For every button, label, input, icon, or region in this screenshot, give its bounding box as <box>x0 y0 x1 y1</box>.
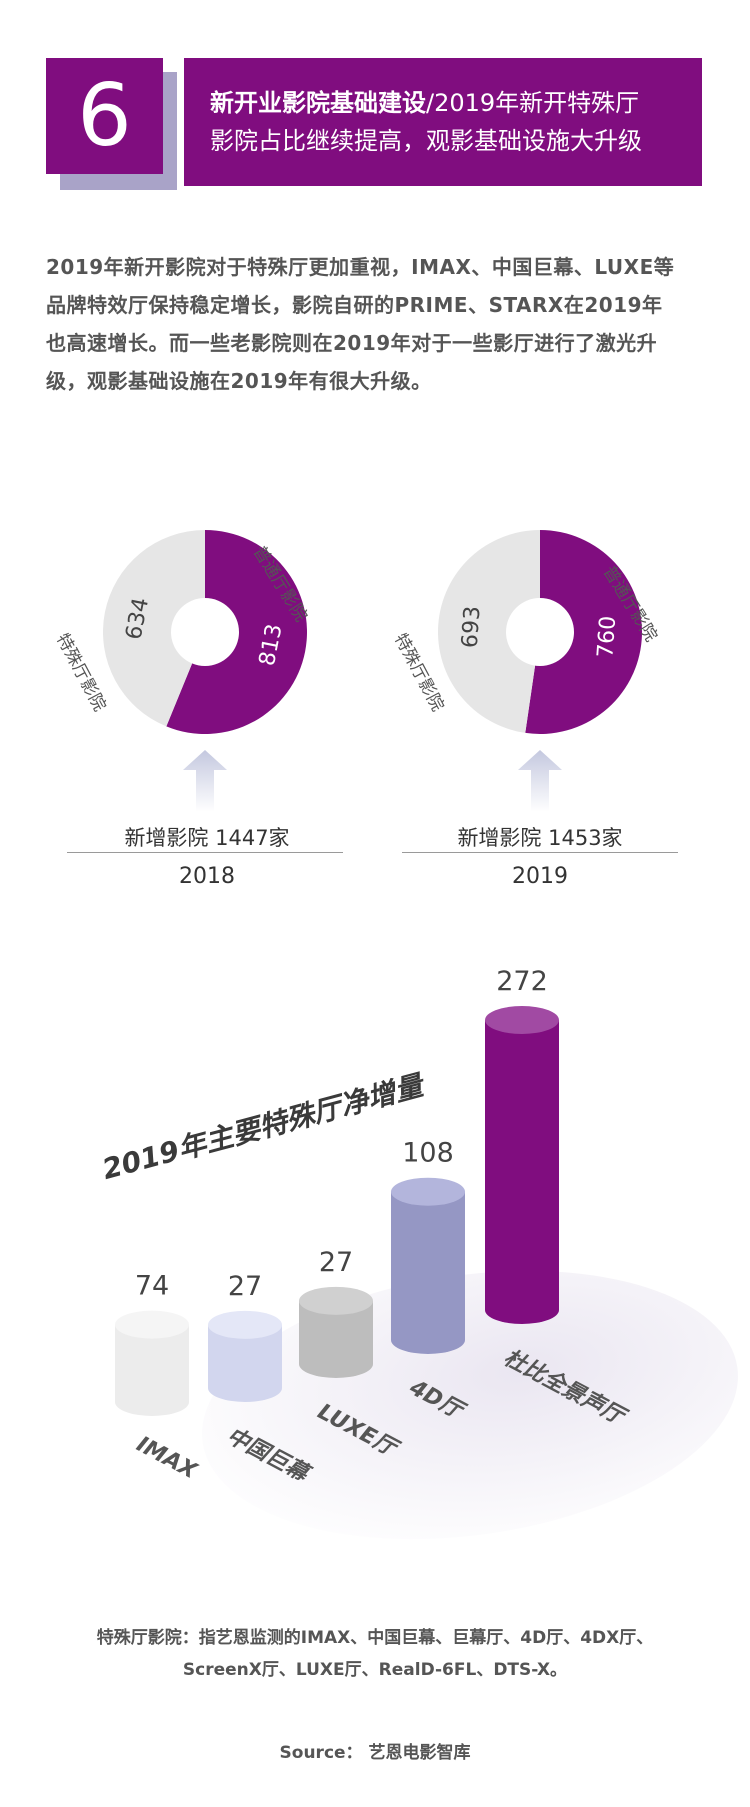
intro-paragraph: 2019年新开影院对于特殊厅更加重视，IMAX、中国巨幕、LUXE等 品牌特效厅… <box>46 248 706 400</box>
bar-0 <box>115 1310 189 1416</box>
section-title-sep: / <box>426 89 435 117</box>
section-title-line1: 新开业影院基础建设/2019年新开特殊厅 <box>210 84 702 122</box>
donut-slice-special <box>102 530 205 727</box>
up-arrow-icon <box>518 750 562 812</box>
chart-floor <box>202 1270 738 1540</box>
bar-value: 74 <box>135 1271 169 1302</box>
donut-2018-new-count: 新增影院 1447家 <box>124 826 290 850</box>
intro-line: 也高速增长。而一些老影院则在2019年对于一些影厅进行了激光升 <box>46 331 658 355</box>
donut-hole <box>506 598 574 666</box>
bar-value: 27 <box>228 1271 262 1302</box>
bar-3 <box>391 1177 465 1354</box>
donut-2019-new-count: 新增影院 1453家 <box>457 826 623 850</box>
donut-value-special: 693 <box>458 605 486 649</box>
bar-value: 272 <box>496 966 548 997</box>
donut-2019-year: 2019 <box>512 864 568 889</box>
section-title-bold: 新开业影院基础建设 <box>210 89 426 117</box>
donut-2018-year: 2018 <box>179 864 235 889</box>
bar-4 <box>485 1006 559 1324</box>
special-hall-chart: 74 27 27 108 272 <box>115 966 738 1540</box>
source-credit: Source： 艺恩电影智库 <box>279 1743 471 1763</box>
footnote: 特殊厅影院：指艺恩监测的IMAX、中国巨幕、巨幕厅、4D厅、4DX厅、 Scre… <box>0 1622 750 1686</box>
footnote-line: 特殊厅影院：指艺恩监测的IMAX、中国巨幕、巨幕厅、4D厅、4DX厅、 <box>96 1628 654 1648</box>
intro-line: 2019年新开影院对于特殊厅更加重视，IMAX、中国巨幕、LUXE等 <box>46 255 675 279</box>
bar-1 <box>208 1310 282 1402</box>
donut-hole <box>171 598 239 666</box>
bar-2 <box>299 1286 373 1378</box>
section-title-line2: 影院占比继续提高，观影基础设施大升级 <box>210 127 642 155</box>
bar-value: 108 <box>402 1138 454 1169</box>
intro-line: 级，观影基础设施在2019年有很大升级。 <box>46 369 432 393</box>
donut-slice-main <box>525 530 643 734</box>
bar-value: 27 <box>319 1247 353 1278</box>
section-title-rest: 2019年新开特殊厅 <box>434 89 640 117</box>
up-arrow-icon <box>183 750 227 812</box>
divider-2019 <box>402 852 678 853</box>
footnote-line: ScreenX厅、LUXE厅、RealD-6FL、DTS-X。 <box>182 1660 568 1680</box>
section-title: 新开业影院基础建设/2019年新开特殊厅 影院占比继续提高，观影基础设施大升级 <box>184 58 702 186</box>
divider-2018 <box>67 852 343 853</box>
donut-value-main: 760 <box>593 615 621 659</box>
donut-slice-special <box>438 530 540 733</box>
intro-line: 品牌特效厅保持稳定增长，影院自研的PRIME、STARX在2019年 <box>46 293 663 317</box>
section-number: 6 <box>46 58 163 174</box>
